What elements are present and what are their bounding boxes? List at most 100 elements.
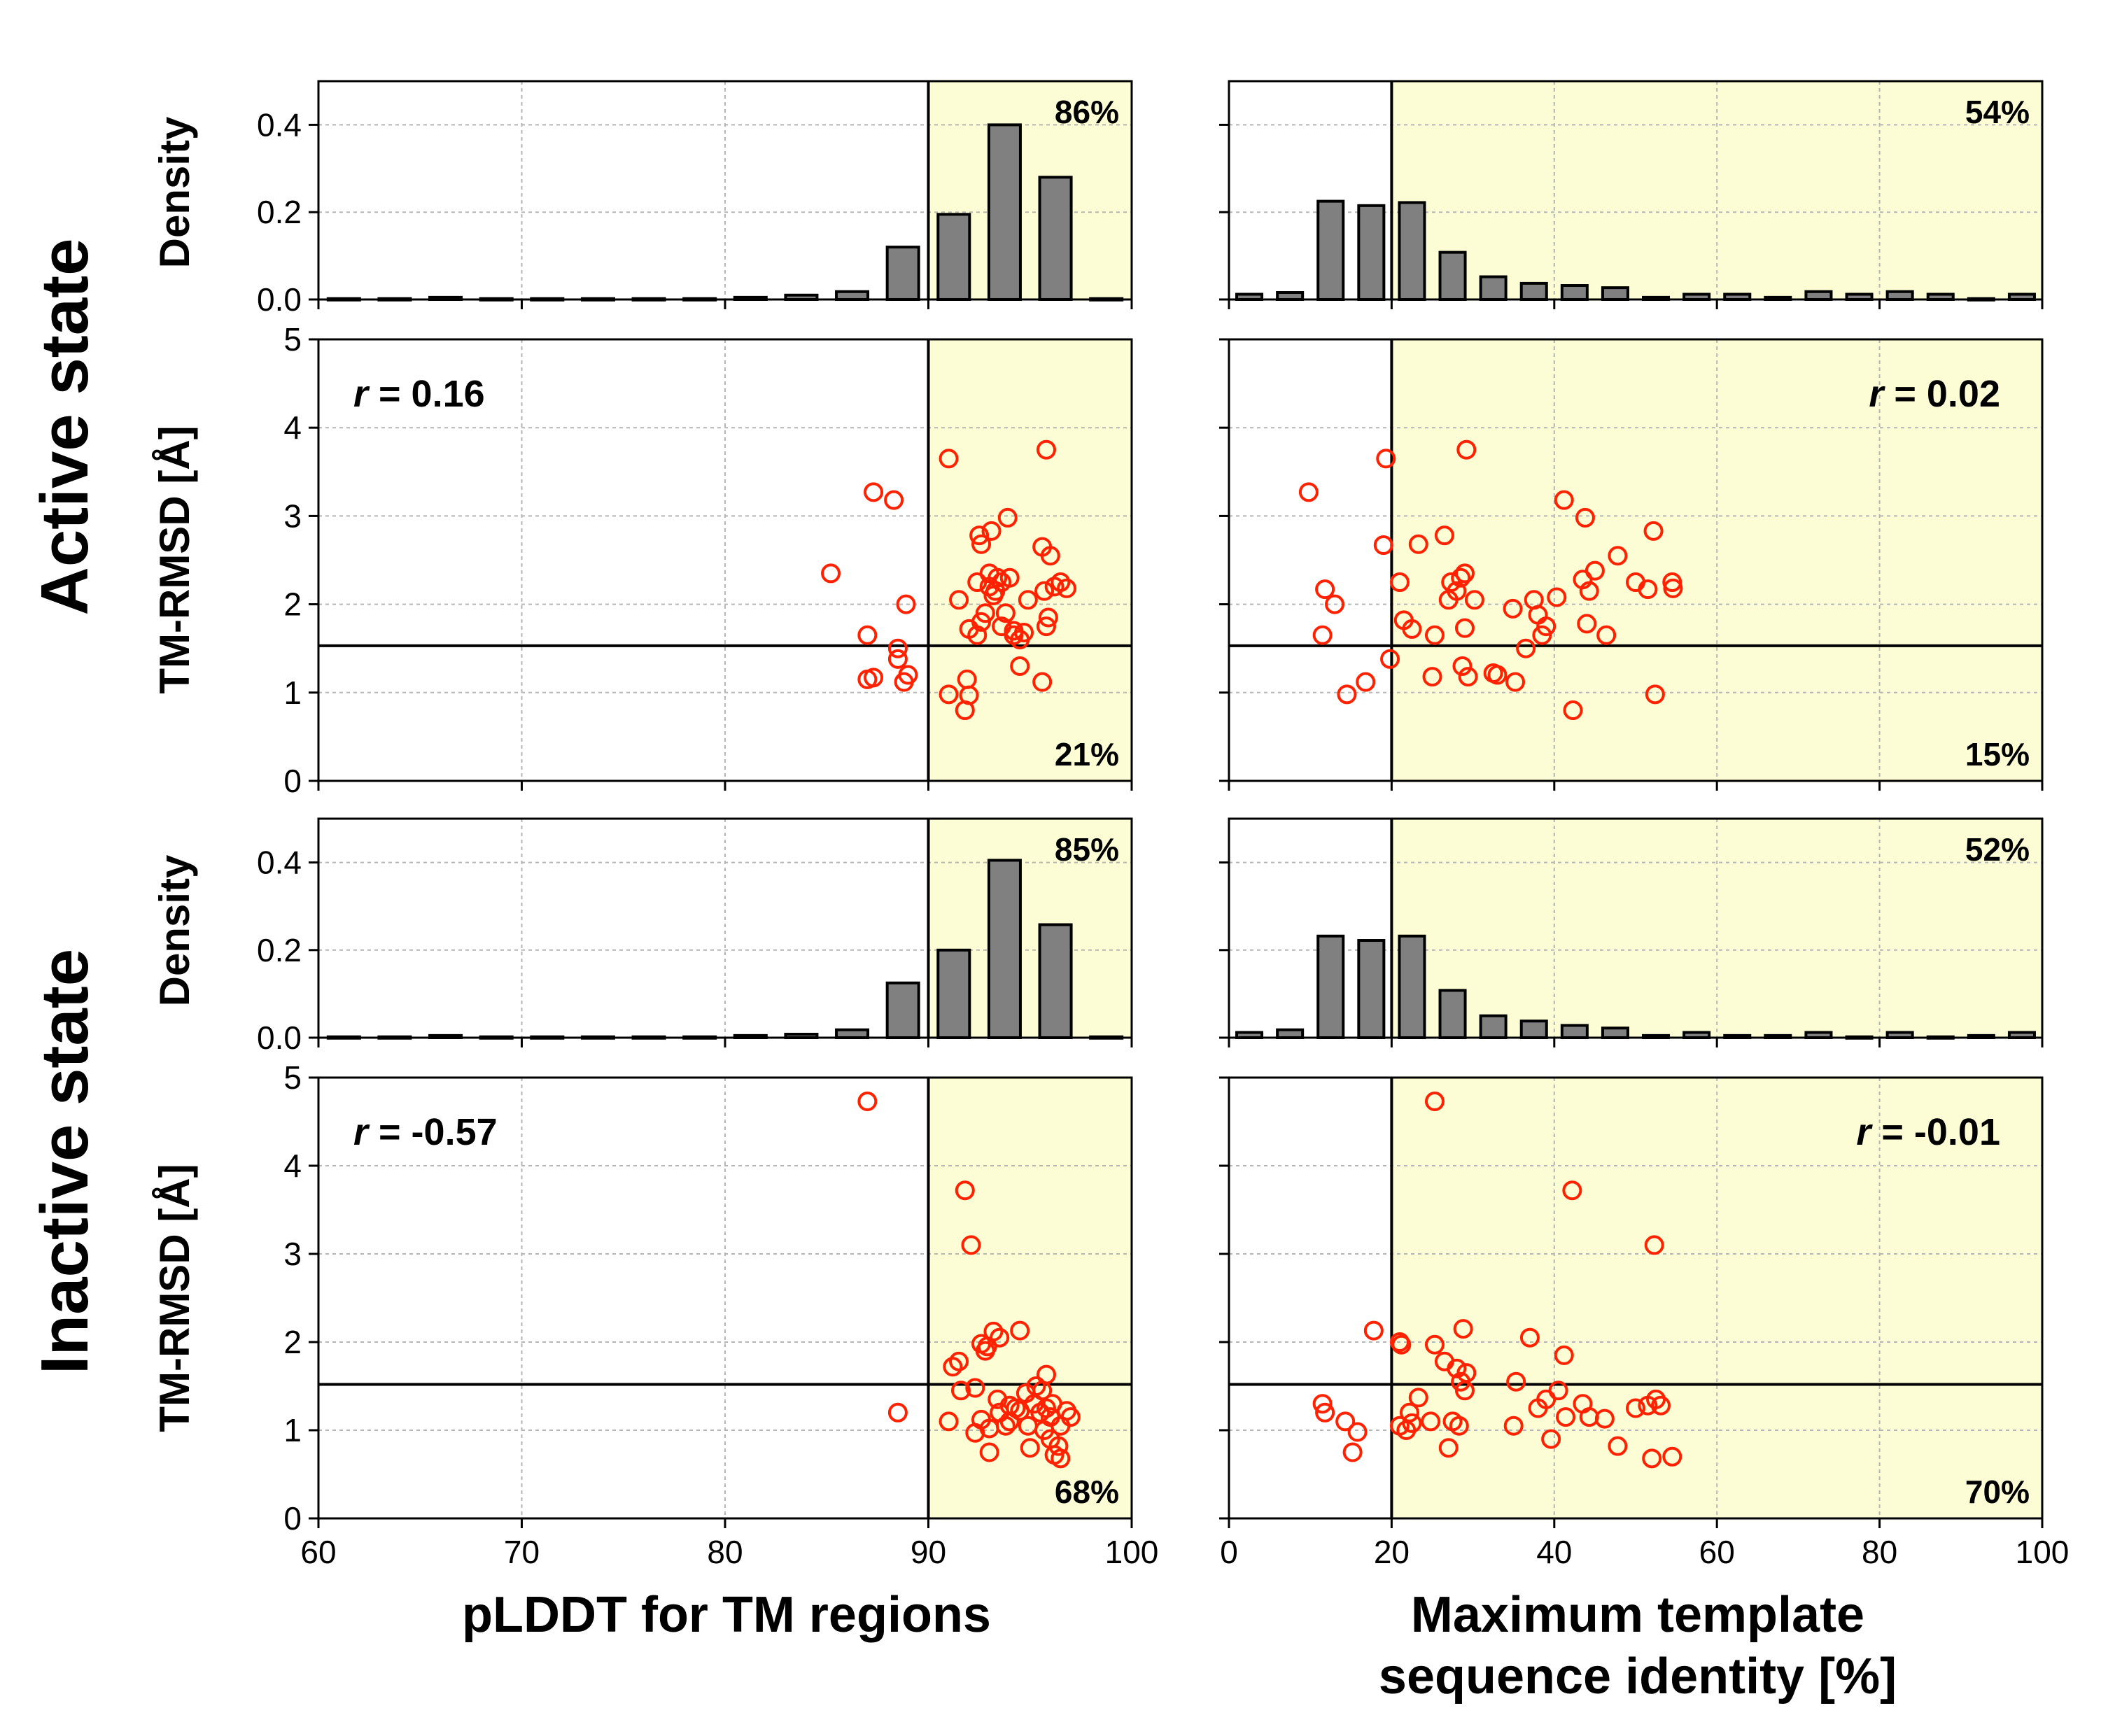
scatter-point (1651, 1395, 1671, 1416)
scatter-point (1373, 535, 1393, 556)
scatter-point (943, 1357, 963, 1377)
scatter-point (1452, 656, 1473, 676)
y-tick-label: 0.4 (257, 845, 302, 881)
scatter-point (971, 534, 992, 554)
scatter-point (1312, 1394, 1333, 1414)
scatter-point (1408, 1388, 1428, 1408)
y-tick-label: 0.2 (257, 194, 302, 230)
scatter-point (1424, 1334, 1445, 1355)
panels: 0.0 0.2 0.4 86% 0 1 2 3 4 5 21% r = 0.16 54% 15% r = 0… (257, 80, 2069, 1570)
scatter-point (1347, 1422, 1368, 1442)
percentage-annotation: 15% (1965, 736, 2030, 772)
scatter-point (1541, 1429, 1561, 1449)
scatter-point (1363, 1320, 1384, 1341)
scatter-point (857, 625, 878, 645)
histogram-bar (1479, 275, 1508, 301)
scatter-point (1505, 672, 1526, 692)
histogram-bar (1357, 204, 1386, 301)
scatter-point (1577, 614, 1597, 634)
scatter-point (1554, 1345, 1574, 1365)
scatter-point (950, 1381, 971, 1401)
histogram-bar (1885, 290, 1914, 302)
scatter-point (1487, 665, 1508, 685)
scatter-point (1018, 590, 1038, 610)
correlation-annotation: r = -0.57 (353, 1111, 498, 1153)
histogram-bar (1601, 286, 1629, 302)
y-tick-label: 2 (283, 1324, 302, 1360)
scatter-point (1447, 581, 1467, 601)
identity-xlabel-line2: sequence identity [%] (1379, 1649, 1897, 1705)
scatter-point (1579, 581, 1599, 601)
highlight-region (928, 339, 1132, 781)
plot-frame (1228, 1076, 2044, 1520)
y-tick-label: 1 (283, 675, 302, 711)
histogram-bar (1316, 934, 1345, 1039)
scatter-point (887, 1402, 908, 1423)
scatter-point (1456, 1363, 1477, 1383)
percentage-annotation: 54% (1965, 94, 2030, 130)
scatter-point (988, 567, 1008, 588)
x-tick-label: 60 (1699, 1534, 1735, 1570)
highlight-region (1391, 81, 2042, 299)
scatter-point (1662, 1446, 1682, 1467)
histogram-bar (1601, 1026, 1629, 1040)
histogram-bar (1560, 284, 1589, 302)
scatter-point (887, 638, 908, 658)
inactive-plddt-density-panel: 0.0 0.2 0.4 85% (257, 817, 1133, 1056)
scatter-point (1402, 619, 1422, 639)
histogram-bar (1038, 176, 1073, 301)
scatter-point (1626, 1398, 1645, 1418)
scatter-point (957, 669, 977, 689)
histogram-bar (1316, 199, 1345, 301)
correlation-annotation: r = 0.16 (353, 373, 485, 415)
scatter-point (857, 1092, 878, 1112)
y-tick-label: 0.0 (257, 1019, 302, 1056)
scatter-point (1424, 1092, 1445, 1112)
active-state-label: Active state (27, 239, 102, 616)
histogram-bar (885, 981, 920, 1039)
scatter-point (1451, 567, 1471, 588)
scatter-point (1424, 625, 1445, 645)
percentage-annotation: 70% (1965, 1474, 2030, 1510)
y-tick-label: 4 (283, 409, 302, 446)
inactive-state-label: Inactive state (27, 949, 102, 1374)
scatter-point (939, 1411, 959, 1432)
scatter-point (939, 449, 959, 469)
inactive-identity-scatter-panel: 0 20 40 60 80 100 70% r = -0.01 (1219, 1076, 2069, 1570)
scatter-point (1503, 598, 1523, 619)
scatter-point (939, 684, 959, 705)
scatter-point (1506, 1371, 1526, 1392)
correlation-annotation: r = 0.02 (1869, 373, 2000, 415)
x-tick-label: 80 (707, 1534, 743, 1570)
y-tick-label: 0.0 (257, 281, 302, 318)
scatter-point (967, 625, 988, 645)
scatter-point (1596, 625, 1617, 645)
scatter-point (1402, 1413, 1422, 1433)
scatter-point (1645, 684, 1665, 705)
histogram-bar (1398, 934, 1426, 1039)
scatter-point (981, 521, 1002, 541)
scatter-point (1036, 1364, 1056, 1385)
histogram-bar (936, 213, 971, 302)
scatter-point (1638, 579, 1658, 600)
scatter-point (1575, 507, 1595, 528)
scatter-point (1057, 578, 1077, 598)
x-tick-label: 70 (504, 1534, 540, 1570)
y-tick-label: 0 (283, 763, 302, 799)
y-tick-label: 3 (283, 497, 302, 534)
percentage-annotation: 21% (1055, 736, 1119, 772)
scatter-point (1014, 622, 1034, 642)
scatter-point (1585, 560, 1605, 581)
scatter-point (1454, 563, 1475, 584)
histogram-bar (835, 290, 870, 302)
scatter-point (955, 1180, 975, 1201)
histogram-bar (1560, 1024, 1589, 1040)
inactive-density-ylabel: Density (151, 854, 198, 1006)
scatter-point (979, 1442, 999, 1462)
scatter-point (821, 563, 841, 584)
scatter-point (1532, 625, 1552, 645)
scatter-point (1594, 1409, 1615, 1429)
histogram-bar (885, 246, 920, 301)
y-tick-label: 5 (283, 1059, 302, 1096)
scatter-point (1032, 672, 1053, 692)
